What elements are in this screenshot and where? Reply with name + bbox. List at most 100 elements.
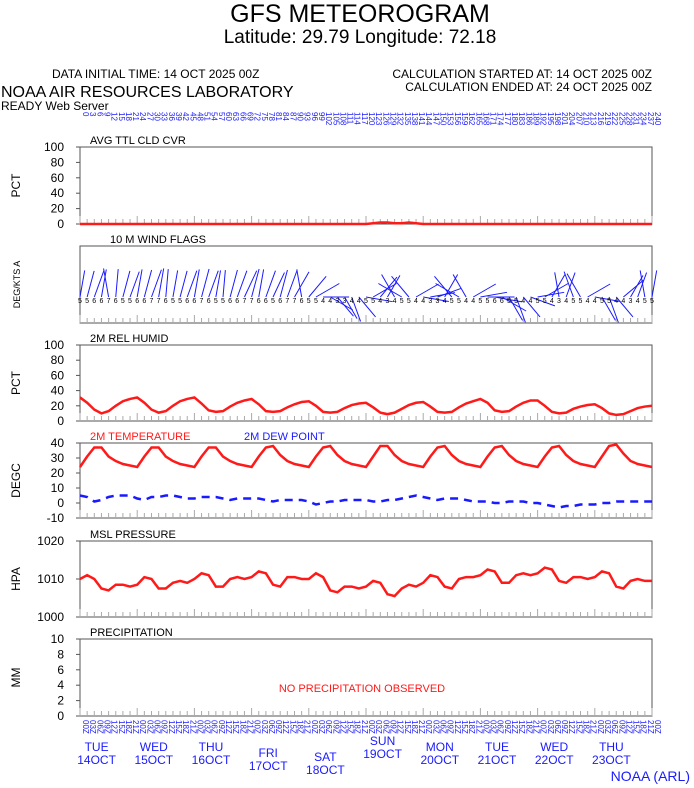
wind-barb (100, 269, 107, 298)
wind-barb (381, 274, 396, 298)
hour-of-day-label: 00Z (539, 720, 548, 734)
wind-speed-label: 5 (171, 298, 175, 305)
wind-speed-label: 3 (436, 298, 440, 305)
hour-of-day-label: 00Z (424, 720, 433, 734)
forecast-hour-label: 192 (539, 112, 548, 126)
hour-of-day-label: 21Z (360, 720, 369, 734)
credit: NOAA (ARL) (611, 768, 690, 784)
wind-barb (330, 296, 354, 311)
forecast-hour-label: 102 (324, 112, 333, 126)
hour-of-day-label: 09Z (560, 720, 569, 734)
wind-speed-label: 6 (92, 298, 96, 305)
wind-speed-label: 5 (579, 298, 583, 305)
forecast-hour-label: 183 (517, 112, 526, 126)
day-name-label: THU (199, 740, 224, 754)
wind-speed-label: 5 (486, 298, 490, 305)
hour-of-day-label: 12Z (624, 720, 633, 734)
forecast-hour-label: 132 (396, 112, 405, 126)
hour-of-day-label: 06Z (610, 720, 619, 734)
y-tick-label: 40 (51, 384, 65, 398)
y-tick-label: 0 (57, 496, 64, 510)
y-tick-label: -10 (47, 511, 65, 525)
y-tick-label: 80 (51, 353, 65, 367)
y-tick-label: 60 (51, 171, 65, 185)
wind-speed-label: 5 (543, 298, 547, 305)
forecast-hour-label: 180 (510, 112, 519, 126)
wind-speed-label: 7 (285, 298, 289, 305)
hour-of-day-label: 03Z (203, 720, 212, 734)
wind-barb (452, 274, 467, 298)
wind-barb (179, 270, 188, 298)
day-name-label: MON (426, 740, 454, 754)
pres-panel-title: MSL PRESSURE (90, 529, 176, 541)
wind-barb (415, 283, 439, 298)
hour-of-day-label: 18Z (181, 720, 190, 734)
wind-barb (115, 269, 119, 298)
wind-barb (129, 271, 140, 298)
wind-speed-label: 4 (614, 298, 618, 305)
wind-barb (308, 275, 327, 298)
wind-speed-label: 5 (221, 298, 225, 305)
wind-speed-label: 3 (428, 298, 432, 305)
forecast-hour-label: 141 (417, 112, 426, 126)
hour-of-day-label: 21Z (474, 720, 483, 734)
wind-speed-label: 4 (586, 298, 590, 305)
forecast-hour-label: 225 (617, 112, 626, 126)
rh-panel-title: 2M REL HUMID (90, 333, 168, 345)
wind-barb (315, 283, 340, 298)
forecast-hour-label: 36 (167, 112, 176, 121)
forecast-hour-label: 3 (88, 112, 97, 117)
wind-speed-label: 6 (164, 298, 168, 305)
wind-barb (515, 296, 526, 323)
forecast-hour-label: 168 (481, 112, 490, 126)
forecast-hour-label: 129 (388, 112, 397, 126)
wind-speed-label: 5 (214, 298, 218, 305)
wind-speed-label: 5 (364, 298, 368, 305)
forecast-hour-label: 237 (646, 112, 655, 126)
cloud-cover-line (80, 221, 652, 226)
forecast-hour-label: 30 (153, 112, 162, 121)
wind-barb (79, 270, 86, 298)
day-date-label: 14OCT (77, 753, 116, 767)
forecast-hour-label: 114 (353, 112, 362, 125)
wind-barb (630, 275, 644, 298)
wind-speed-label: 6 (135, 298, 139, 305)
day-name-label: WED (540, 740, 568, 754)
wind-barb (122, 270, 131, 298)
chart-title: GFS METEOROGRAM (230, 0, 490, 28)
location-subtitle: Latitude: 29.79 Longitude: 72.18 (224, 27, 497, 48)
forecast-hour-label: 207 (574, 112, 583, 126)
forecast-hour-label: 144 (424, 112, 433, 126)
wind-barb (563, 271, 574, 298)
hour-of-day-label: 00Z (310, 720, 319, 734)
calc-started: CALCULATION STARTED AT: 14 OCT 2025 00Z (392, 67, 652, 81)
y-tick-label: 0 (57, 217, 64, 231)
forecast-hour-label: 126 (381, 112, 390, 126)
day-name-label: TUE (485, 740, 509, 754)
wind-panel-title: 10 M WIND FLAGS (110, 234, 206, 246)
wind-barb (296, 269, 303, 298)
wind-speed-label: 4 (564, 298, 568, 305)
wind-speed-label: 6 (278, 298, 282, 305)
wind-speed-label: 5 (314, 298, 318, 305)
wind-speed-label: 5 (121, 298, 125, 305)
wind-barb (365, 296, 393, 303)
wind-barb (172, 270, 179, 298)
forecast-hour-label: 213 (589, 112, 598, 126)
day-date-label: 20OCT (420, 753, 459, 767)
forecast-hour-label: 198 (553, 112, 562, 126)
wind-barb (93, 270, 105, 298)
forecast-hour-label: 33 (160, 112, 169, 121)
wind-barb (537, 291, 565, 298)
wind-barb (208, 270, 219, 298)
hour-of-day-label: 03Z (374, 720, 383, 734)
wind-speed-label: 5 (371, 298, 375, 305)
forecast-hour-label: 60 (224, 112, 233, 121)
hour-of-day-label: 21Z (245, 720, 254, 734)
hour-of-day-label: 12Z (338, 720, 347, 734)
wind-barb (344, 296, 358, 319)
forecast-hour-label: 84 (281, 112, 290, 121)
wind-barb (623, 279, 644, 298)
hour-of-day-label: 00Z (596, 720, 605, 734)
wind-speed-label: 4 (357, 298, 361, 305)
